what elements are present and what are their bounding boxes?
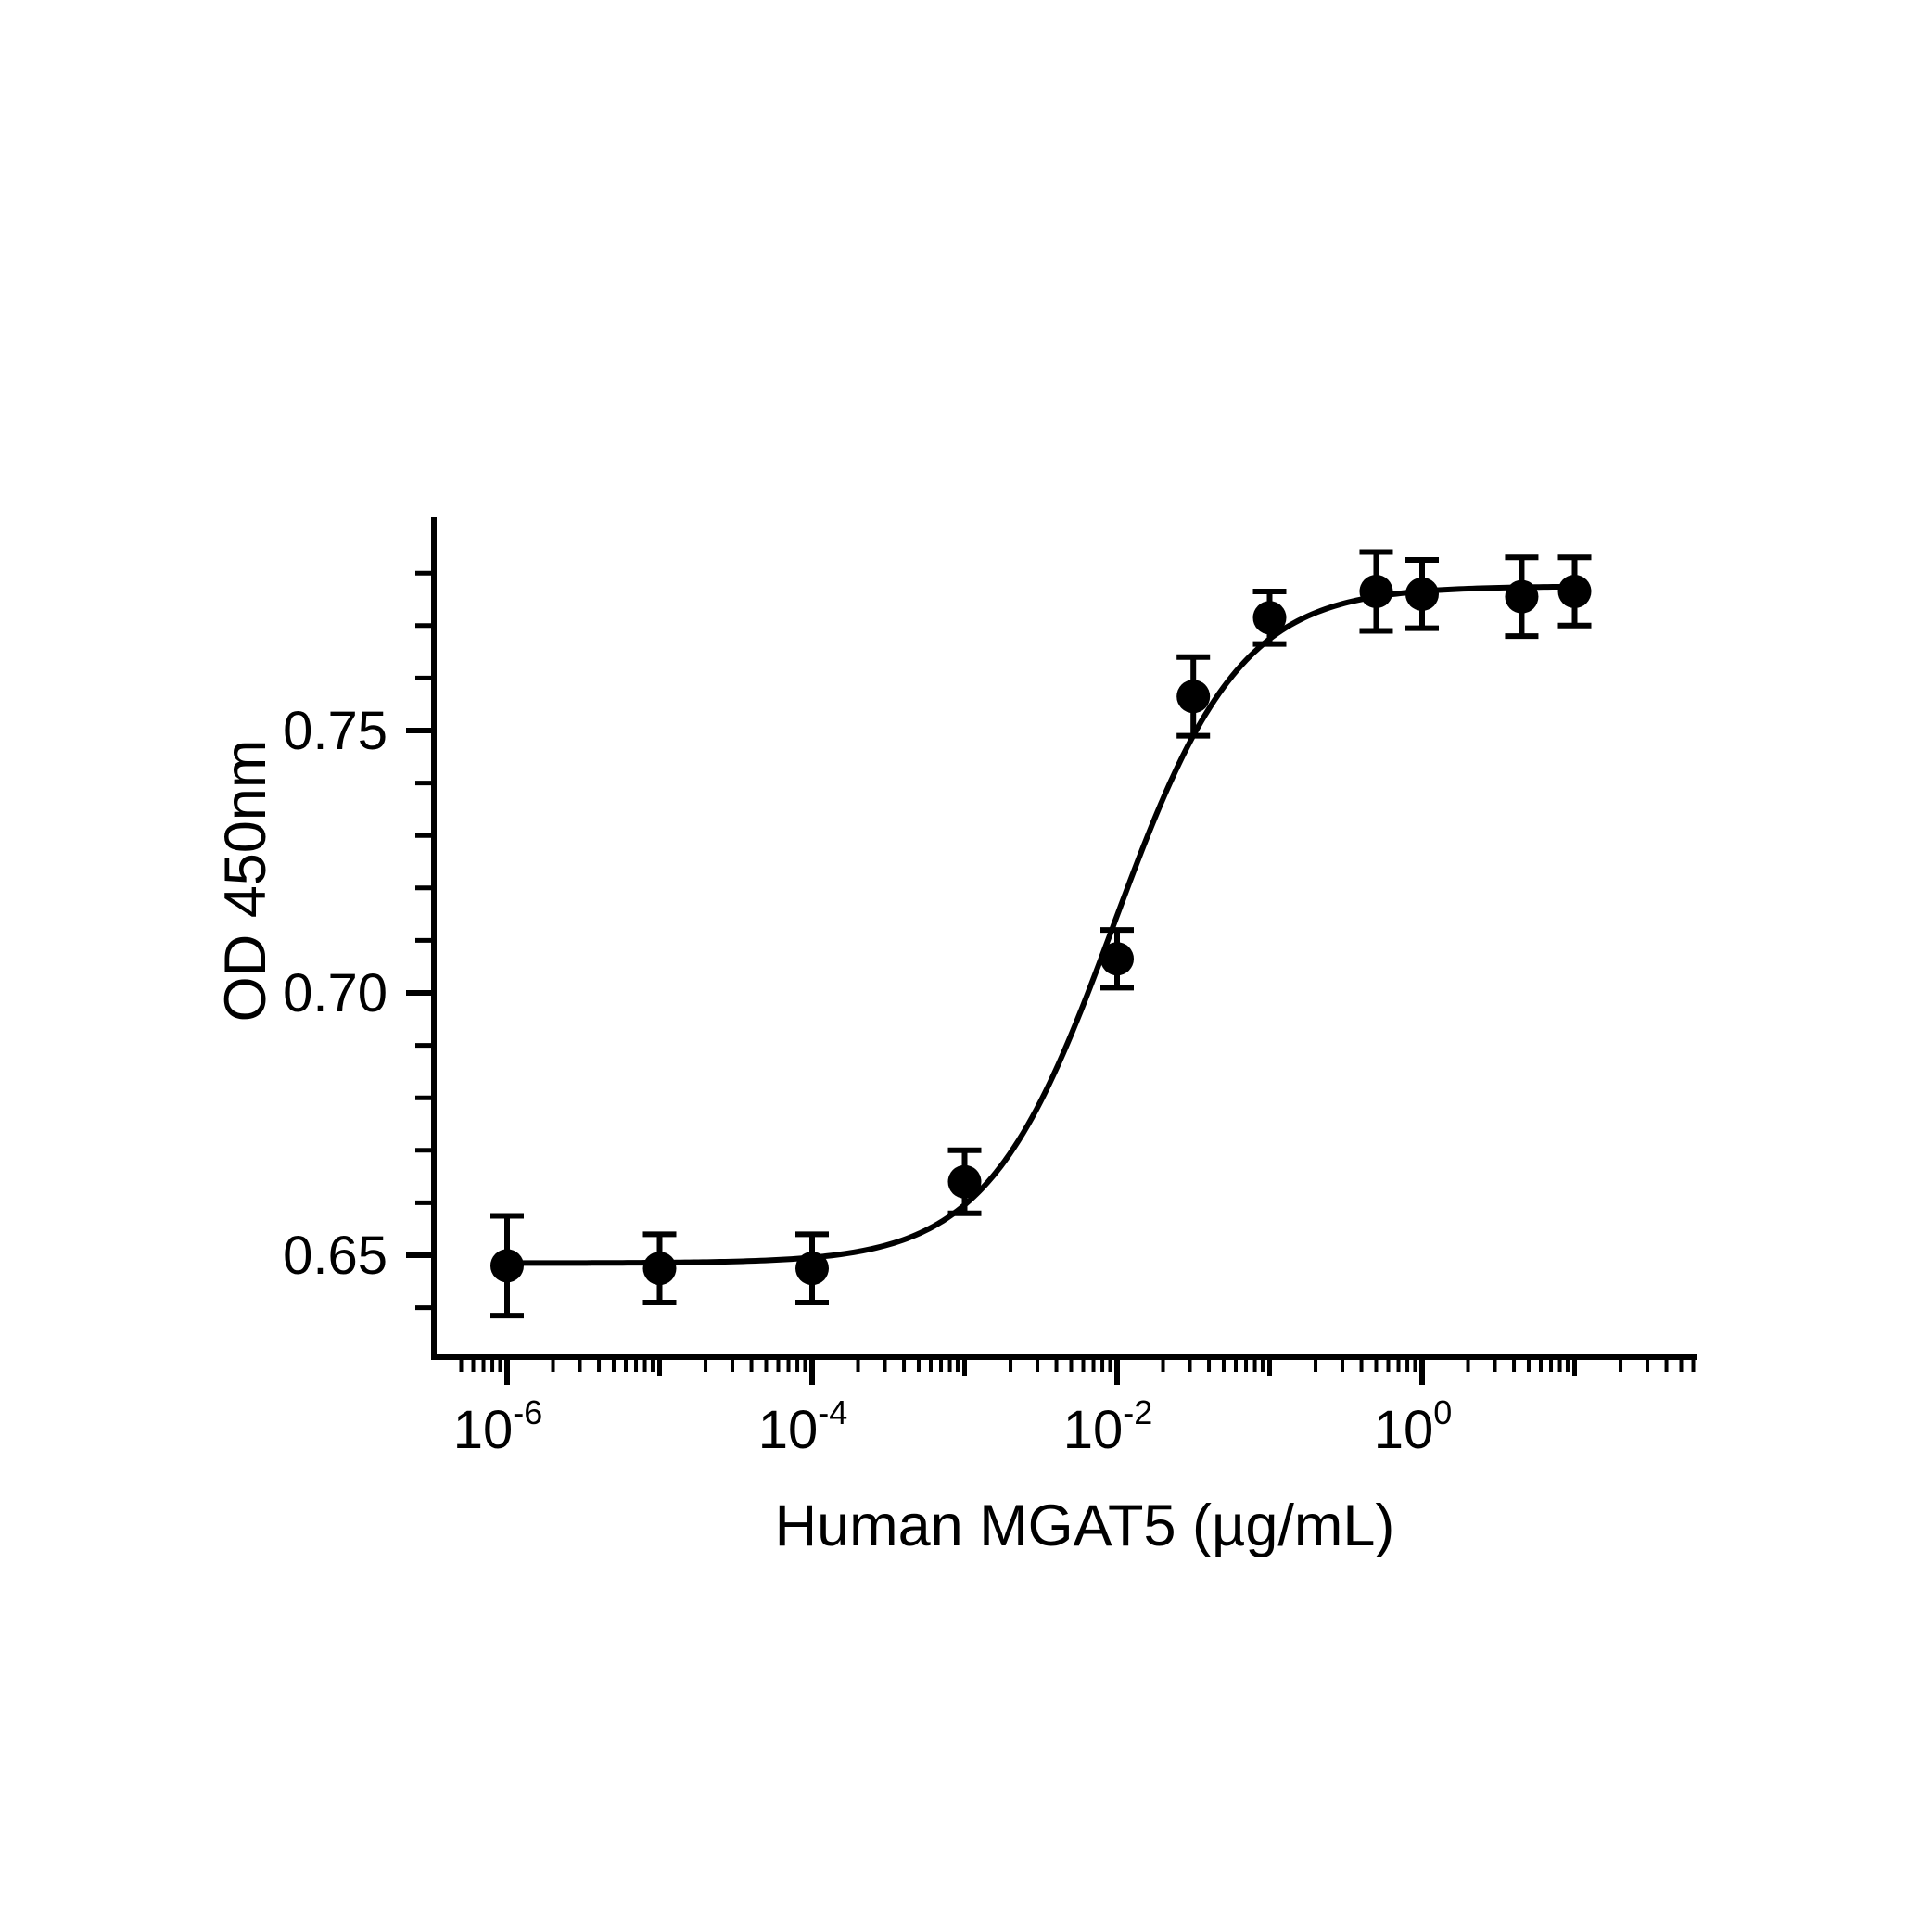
x-tick-label: 10-4	[758, 1393, 848, 1460]
point-marker	[642, 1252, 677, 1286]
y-tick-label: 0.65	[283, 1226, 388, 1286]
data-point	[1557, 554, 1592, 629]
point-marker	[947, 1164, 982, 1199]
data-point	[1176, 654, 1211, 739]
data-point	[1405, 557, 1439, 631]
point-marker	[1100, 942, 1134, 976]
point-marker	[1359, 575, 1393, 609]
fit-curve	[507, 583, 1575, 1266]
x-tick-label: 10-6	[453, 1393, 543, 1460]
data-point	[795, 1231, 829, 1305]
data-point	[1100, 927, 1134, 991]
data-point	[642, 1231, 677, 1305]
data-point	[1505, 554, 1539, 640]
point-marker	[1405, 577, 1439, 611]
data-point	[490, 1213, 524, 1319]
x-tick-label: 100	[1374, 1393, 1453, 1460]
data-point	[947, 1147, 982, 1216]
data-point	[1359, 549, 1393, 634]
point-marker	[1505, 579, 1539, 614]
y-axis: 0.65 0.70 0.75	[283, 517, 437, 1360]
fit-curve-layer	[507, 583, 1575, 1266]
point-marker	[1252, 601, 1287, 635]
point-marker	[490, 1249, 524, 1283]
x-axis: 10-6 10-4 10-2 100	[431, 1354, 1697, 1460]
y-tick-label: 0.75	[283, 701, 388, 761]
point-marker	[1176, 680, 1211, 714]
data-points-layer	[490, 549, 1592, 1319]
point-marker	[1557, 575, 1592, 609]
point-marker	[795, 1252, 829, 1286]
y-axis-title: OD 450nm	[213, 740, 278, 1023]
data-point	[1252, 589, 1287, 647]
x-tick-label: 10-2	[1063, 1393, 1153, 1460]
y-tick-label: 0.70	[283, 963, 388, 1023]
x-axis-title: Human MGAT5 (µg/mL)	[775, 1493, 1395, 1558]
